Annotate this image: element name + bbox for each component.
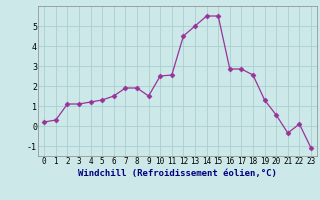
X-axis label: Windchill (Refroidissement éolien,°C): Windchill (Refroidissement éolien,°C) (78, 169, 277, 178)
